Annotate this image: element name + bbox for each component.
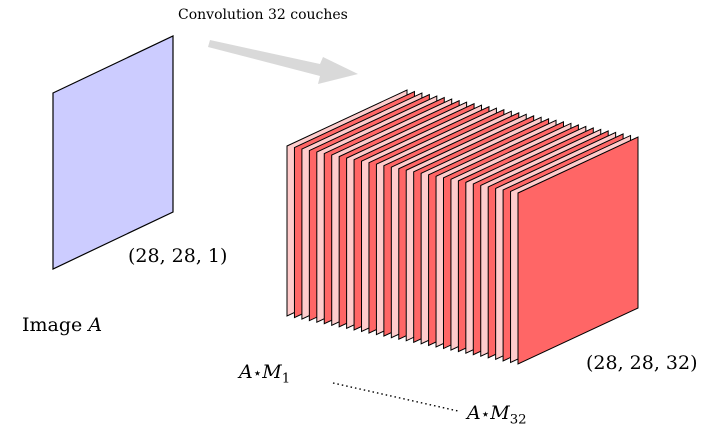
first-layer-label: A⋆M1 bbox=[239, 361, 290, 386]
first-layer-var: A bbox=[239, 361, 253, 383]
last-layer-label: A⋆M32 bbox=[467, 402, 527, 427]
first-layer-filter: M bbox=[262, 361, 282, 383]
last-layer-filter: M bbox=[490, 402, 510, 424]
input-caption-var: A bbox=[88, 314, 103, 336]
first-layer-index: 1 bbox=[281, 371, 291, 387]
last-layer-var: A bbox=[467, 402, 481, 424]
feature-map-stack bbox=[286, 89, 639, 365]
feature-map-layer bbox=[517, 136, 639, 365]
convolution-operator: ⋆ bbox=[480, 405, 491, 423]
convolution-arrow bbox=[208, 40, 358, 84]
convolution-operator: ⋆ bbox=[252, 364, 263, 382]
input-caption-text: Image bbox=[22, 314, 83, 336]
convolution-label: Convolution 32 couches bbox=[178, 7, 348, 23]
last-layer-index: 32 bbox=[509, 412, 527, 428]
output-shape-label: (28, 28, 32) bbox=[586, 352, 698, 374]
input-caption: Image A bbox=[22, 314, 102, 336]
input-shape-label: (28, 28, 1) bbox=[128, 245, 228, 267]
input-image-plane bbox=[52, 35, 174, 270]
layer-range-dotted-line bbox=[332, 382, 459, 412]
